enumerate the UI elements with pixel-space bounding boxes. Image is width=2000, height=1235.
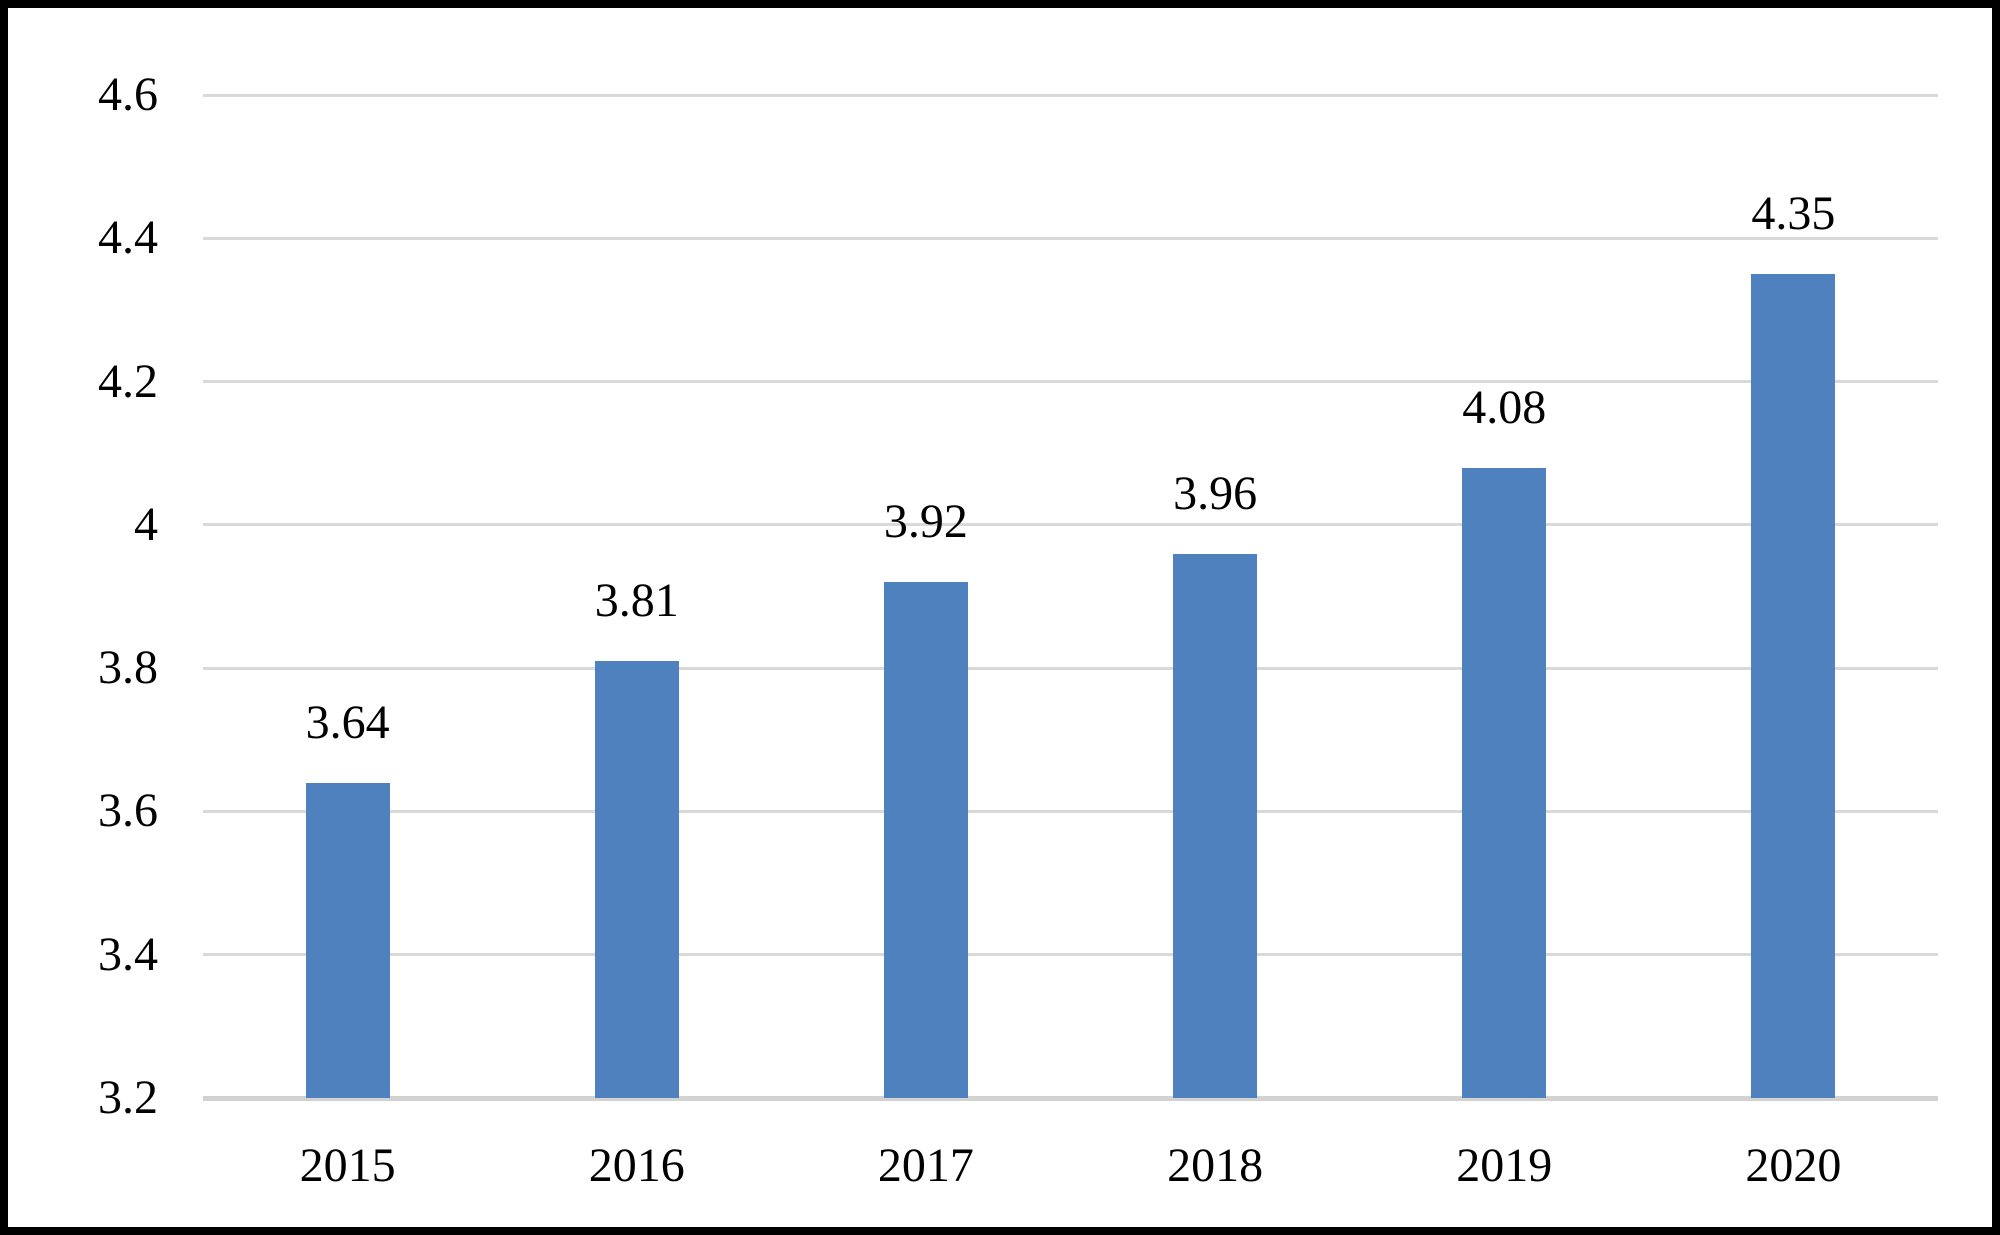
- y-axis-tick-label: 4.4: [98, 211, 158, 265]
- y-axis-tick-label: 3.6: [98, 784, 158, 838]
- x-axis-category-label-2016: 2016: [588, 1139, 685, 1192]
- y-gridline: [203, 809, 1938, 813]
- y-axis-tick-label: 3.4: [98, 927, 158, 981]
- y-gridline: [203, 236, 1938, 240]
- y-axis-tick-label: 3.2: [98, 1071, 158, 1124]
- x-axis-category-label-2017: 2017: [877, 1139, 974, 1192]
- x-axis-category-label-2015: 2015: [299, 1139, 396, 1192]
- y-axis-tick-label: 4.6: [98, 68, 158, 121]
- bar-2016: [594, 660, 679, 1098]
- y-axis-tick-label: 4: [134, 497, 158, 551]
- x-axis-category-label-2019: 2019: [1456, 1139, 1553, 1192]
- bar-2017: [883, 582, 968, 1098]
- data-label-2017: 3.92: [883, 495, 968, 549]
- y-gridline: [203, 523, 1938, 527]
- x-axis-category-label-2018: 2018: [1167, 1139, 1264, 1192]
- data-label-2019: 4.08: [1462, 380, 1547, 434]
- data-label-2016: 3.81: [594, 573, 679, 627]
- y-axis-tick-label: 4.2: [98, 354, 158, 408]
- bar-2020: [1751, 274, 1836, 1098]
- bar-2019: [1462, 467, 1547, 1098]
- x-axis-category-label-2020: 2020: [1745, 1139, 1842, 1192]
- data-label-2020: 4.35: [1751, 187, 1836, 241]
- y-axis-tick-label: 3.8: [98, 641, 158, 695]
- y-gridline: [203, 380, 1938, 384]
- data-label-2018: 3.96: [1173, 466, 1258, 520]
- x-axis-line: [203, 1096, 1938, 1101]
- y-gridline: [203, 93, 1938, 97]
- y-gridline: [203, 953, 1938, 957]
- y-gridline: [203, 666, 1938, 670]
- data-label-2015: 3.64: [305, 695, 390, 749]
- bar-2015: [305, 782, 390, 1098]
- bar-2018: [1173, 553, 1258, 1098]
